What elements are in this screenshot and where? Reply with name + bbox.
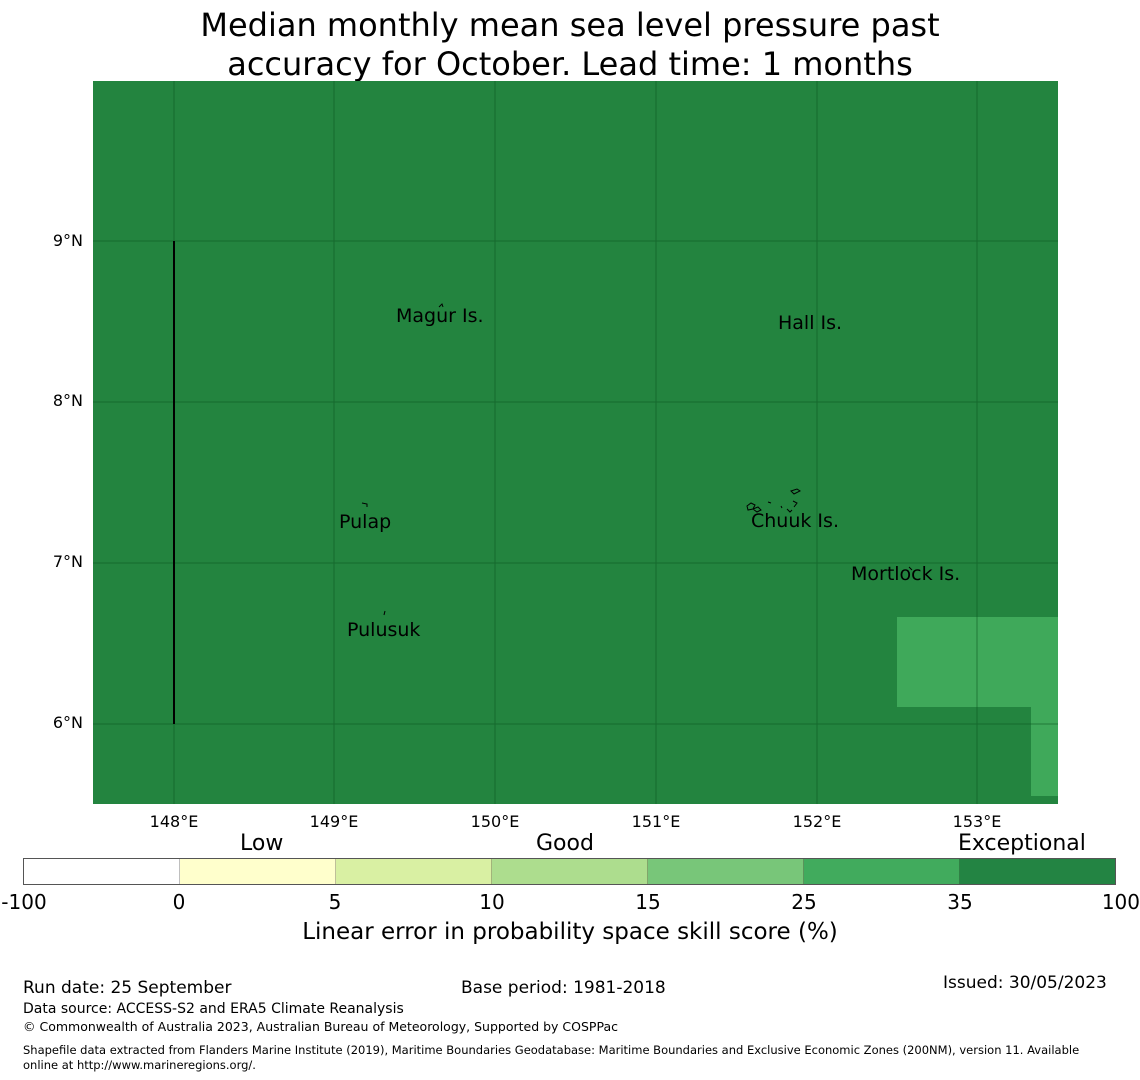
place-label-chuuk: Chuuk Is. [751, 510, 839, 532]
lat-label-8n: 8°N [52, 391, 83, 410]
lat-label-9n: 9°N [52, 231, 83, 250]
island-chuuk [746, 488, 801, 513]
run-date: Run date: 25 September [23, 978, 232, 998]
lon-label-152e: 152°E [792, 812, 842, 831]
shapefile-credit-2: online at http://www.marineregions.org/. [23, 1058, 256, 1072]
colorbar-segment-7 [960, 859, 1115, 884]
colorbar-tick: 0 [172, 890, 186, 914]
graticule [93, 81, 1058, 804]
colorbar-segment-3 [336, 859, 492, 884]
lat-label-7n: 7°N [52, 552, 83, 571]
title-line-1: Median monthly mean sea level pressure p… [200, 6, 940, 44]
lon-label-148e: 148°E [149, 812, 199, 831]
map-title: Median monthly mean sea level pressure p… [0, 6, 1140, 84]
lon-label-151e: 151°E [631, 812, 681, 831]
colorbar [23, 858, 1116, 885]
island-mortlock [908, 566, 913, 571]
colorbar-segment-4 [492, 859, 648, 884]
title-line-2: accuracy for October. Lead time: 1 month… [227, 45, 913, 83]
place-label-magur: Magur Is. [396, 305, 484, 327]
island-pulap [361, 502, 368, 507]
lon-label-149e: 149°E [309, 812, 359, 831]
colorbar-segment-5 [648, 859, 804, 884]
skill-map[interactable]: Magur Is. Hall Is. Pulap Chuuk Is. Mortl… [93, 81, 1058, 804]
place-label-pulusuk: Pulusuk [347, 619, 421, 641]
place-label-mortlock: Mortlock Is. [851, 563, 961, 585]
place-label-hall: Hall Is. [778, 312, 843, 334]
copyright: © Commonwealth of Australia 2023, Austra… [23, 1019, 618, 1034]
map-graphics [93, 81, 1058, 804]
lon-label-150e: 150°E [470, 812, 520, 831]
base-period: Base period: 1981-2018 [461, 978, 666, 998]
colorbar-tick: 15 [635, 890, 661, 914]
colorbar-tick: 35 [947, 890, 973, 914]
colorbar-segment-2 [180, 859, 336, 884]
issued-date: Issued: 30/05/2023 [943, 973, 1107, 993]
legend-category-low: Low [240, 831, 284, 856]
lat-label-6n: 6°N [52, 713, 83, 732]
legend-category-exceptional: Exceptional [958, 831, 1086, 856]
colorbar-label: Linear error in probability space skill … [302, 919, 838, 945]
island-magur [438, 303, 444, 308]
island-outlines [361, 303, 913, 616]
colorbar-tick: 100 [1101, 890, 1140, 914]
island-pulusuk [383, 610, 386, 616]
colorbar-tick: -100 [1, 890, 47, 914]
colorbar-tick: 25 [791, 890, 817, 914]
colorbar-tick: 10 [479, 890, 505, 914]
lon-label-153e: 153°E [952, 812, 1002, 831]
colorbar-segment-6 [804, 859, 960, 884]
colorbar-tick: 5 [328, 890, 342, 914]
shapefile-credit-1: Shapefile data extracted from Flanders M… [23, 1043, 1080, 1057]
legend-category-good: Good [536, 831, 594, 856]
colorbar-segment-1 [24, 859, 180, 884]
data-source: Data source: ACCESS-S2 and ERA5 Climate … [23, 1001, 404, 1017]
place-label-pulap: Pulap [339, 511, 392, 533]
